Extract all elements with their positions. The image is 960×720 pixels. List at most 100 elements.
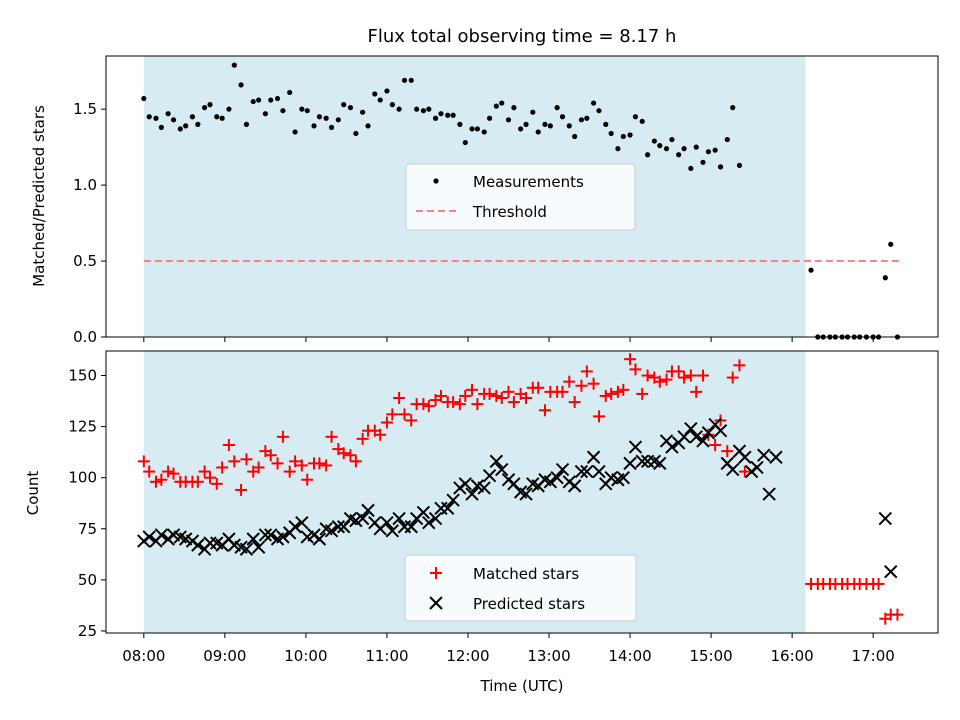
matched-star-point <box>167 467 180 480</box>
measurement-point <box>287 89 293 96</box>
matched-star-point <box>271 457 284 470</box>
predicted-star-point <box>251 540 266 554</box>
x-tick-label: 08:00 <box>122 647 165 665</box>
legend-measurements-marker <box>433 178 439 184</box>
measurement-point <box>335 117 341 123</box>
bottom-marks <box>137 353 904 625</box>
matched-star-point <box>252 461 265 474</box>
measurement-point <box>274 95 281 102</box>
predicted-star-point <box>428 511 443 526</box>
bottom-x-axis: 08:00 09:00 10:00 11:00 12:00 13:00 14:00 15:00… <box>122 633 895 665</box>
measurement-point <box>445 112 451 118</box>
x-tick-label: 17:00 <box>852 647 895 665</box>
top-legend-box <box>405 163 636 231</box>
measurement-point <box>238 82 244 88</box>
measurement-point <box>299 106 305 112</box>
measurement-point <box>201 105 208 111</box>
legend-predicted-label: Predicted stars <box>473 595 585 613</box>
predicted-star-point <box>495 462 509 477</box>
matched-star-point <box>532 381 545 394</box>
matched-star-point <box>611 385 624 398</box>
matched-star-point <box>507 396 520 409</box>
matched-star-point <box>696 369 709 382</box>
measurement-point <box>584 115 590 121</box>
legend-matched-label: Matched stars <box>473 565 579 583</box>
measurement-point <box>632 114 639 120</box>
predicted-star-point <box>337 520 351 534</box>
measurement-point <box>262 111 268 117</box>
predicted-star-point <box>665 440 679 454</box>
matched-star-point <box>155 473 168 486</box>
measurement-point <box>530 109 536 115</box>
legend-matched-marker <box>430 567 442 579</box>
measurement-point <box>360 109 366 115</box>
predicted-star-point <box>239 542 254 556</box>
matched-star-point <box>733 359 746 372</box>
matched-star-point <box>629 363 642 376</box>
matched-star-point <box>295 459 308 472</box>
x-axis-label: Time (UTC) <box>480 677 564 695</box>
top-measurements <box>141 62 901 340</box>
matched-star-point <box>356 432 369 445</box>
measurement-point <box>882 275 888 281</box>
matched-star-point <box>641 369 654 382</box>
predicted-star-point <box>616 470 631 485</box>
measurement-point <box>700 159 706 165</box>
measurement-point <box>676 152 682 158</box>
measurement-point <box>572 133 578 140</box>
measurement-point <box>420 108 427 114</box>
measurement-point <box>250 98 256 105</box>
matched-star-point <box>575 379 588 392</box>
measurement-point <box>808 267 814 273</box>
matched-star-point <box>684 369 697 382</box>
matched-star-point <box>690 385 703 398</box>
measurement-point <box>511 105 517 111</box>
measurement-point <box>450 112 456 118</box>
measurement-point <box>323 115 329 121</box>
matched-star-point <box>191 475 204 488</box>
predicted-star-point <box>355 511 370 526</box>
matched-star-point <box>738 465 751 478</box>
y-tick-label: 0.0 <box>73 328 97 346</box>
measurement-point <box>559 114 566 120</box>
x-tick-label: 09:00 <box>203 647 246 665</box>
predicted-star-point <box>246 532 260 546</box>
matched-star-point <box>678 371 691 384</box>
predicted-star-point <box>684 421 698 436</box>
matched-star-point <box>466 383 479 396</box>
predicted-star-point <box>380 515 394 530</box>
measurement-point <box>165 111 171 117</box>
top-y-axis-label: Matched/Predicted stars <box>30 105 48 287</box>
measurement-point <box>414 106 420 112</box>
measurement-point <box>693 144 699 150</box>
measurement-point <box>469 126 475 132</box>
matched-star-point <box>580 365 593 378</box>
predicted-star-point <box>757 448 771 462</box>
measurement-point <box>365 123 371 129</box>
predicted-star-point <box>555 462 570 477</box>
predicted-star-point <box>713 423 728 438</box>
matched-star-point <box>422 400 435 413</box>
predicted-star-point <box>142 530 156 544</box>
bottom-legend: Matched stars Predicted stars <box>404 554 637 622</box>
measurement-point <box>669 136 675 143</box>
matched-star-point <box>726 371 739 384</box>
matched-star-point <box>216 461 229 474</box>
bottom-plot-frame <box>105 350 939 634</box>
y-tick-label: 1.0 <box>73 176 97 194</box>
predicted-star-point <box>482 468 497 483</box>
predicted-star-point <box>489 454 504 469</box>
measurement-point <box>888 241 894 247</box>
matched-star-point <box>538 404 551 417</box>
matched-star-point <box>568 396 581 409</box>
predicted-star-point <box>404 520 418 534</box>
predicted-star-point <box>446 493 460 507</box>
matched-star-point <box>210 477 223 490</box>
predicted-star-point <box>331 520 346 534</box>
predicted-star-point <box>635 454 649 469</box>
matched-star-point <box>672 365 685 378</box>
measurement-point <box>457 121 463 127</box>
top-x-ticks <box>143 337 874 342</box>
measurement-point <box>153 115 159 121</box>
x-tick-label: 11:00 <box>365 647 408 665</box>
